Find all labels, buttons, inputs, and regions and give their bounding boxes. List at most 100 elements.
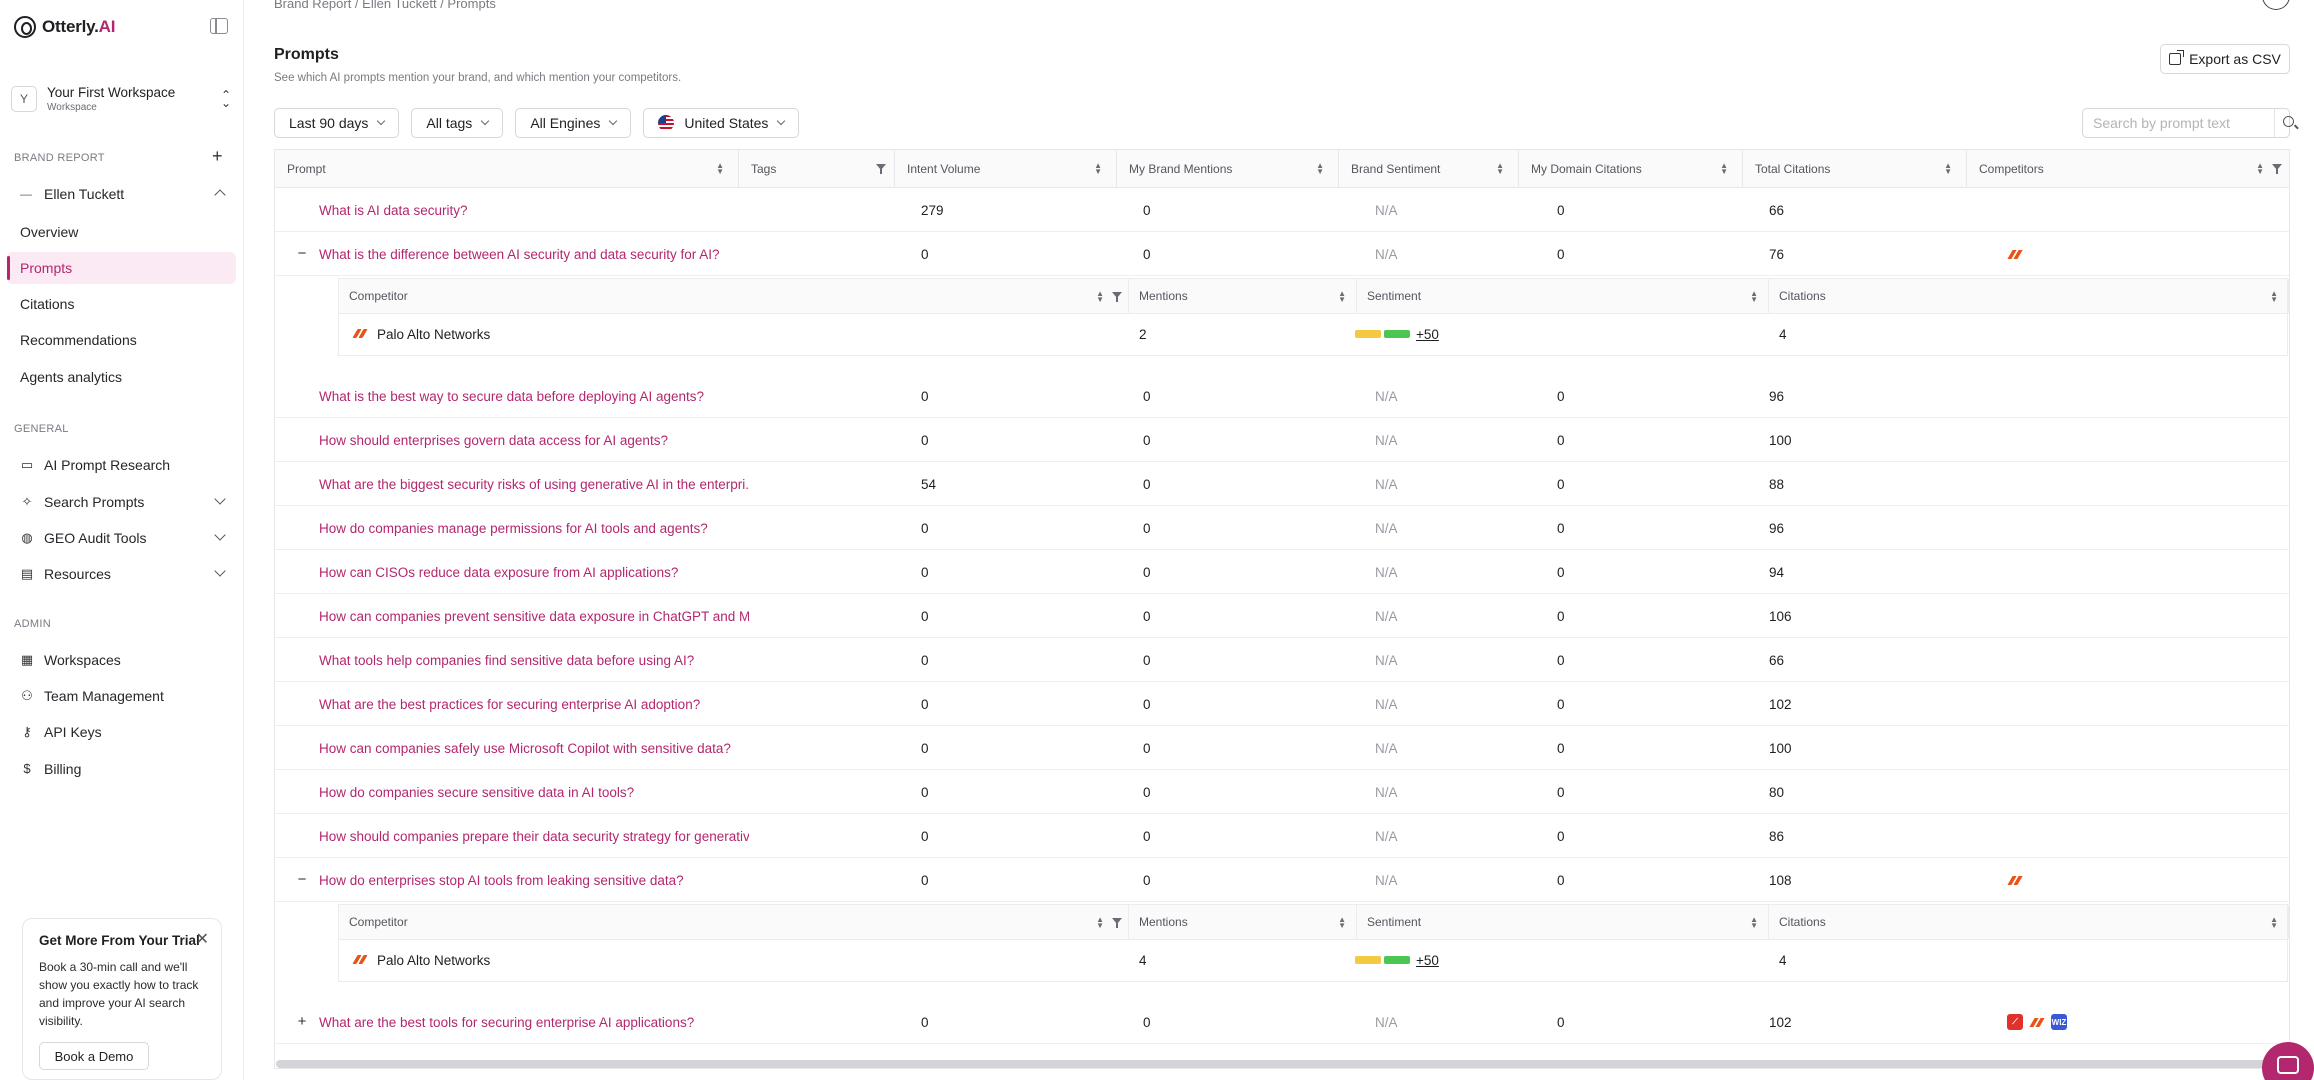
sidebar-item-brand[interactable]: — Ellen Tuckett [7,178,236,210]
filter-icon[interactable] [1112,292,1122,302]
book-demo-button[interactable]: Book a Demo [39,1042,149,1070]
prompt-link[interactable]: What is the best way to secure data befo… [319,388,704,404]
prompt-link[interactable]: What are the best practices for securing… [319,696,701,712]
sort-icon[interactable]: ▲ ▼ [716,161,724,176]
horizontal-scrollbar[interactable] [276,1060,2288,1068]
table-row[interactable]: What are the best practices for securing… [275,682,2289,726]
sentiment-score[interactable]: +50 [1416,952,1439,968]
sort-icon[interactable]: ▲ ▼ [1944,161,1952,176]
date-range-select[interactable]: Last 90 days [274,108,400,138]
sort-icon[interactable]: ▲ ▼ [1750,915,1758,930]
sort-icon[interactable]: ▲ ▼ [2256,161,2264,176]
sidebar-item-citations[interactable]: Citations [7,288,236,320]
table-row[interactable]: What are the biggest security risks of u… [275,462,2289,506]
sort-icon[interactable]: ▲ ▼ [1096,915,1104,930]
table-row[interactable]: What is AI data security? 279 0 N/A 0 66 [275,188,2289,232]
table-row[interactable]: How can CISOs reduce data exposure from … [275,550,2289,594]
search-icon[interactable] [2274,109,2294,137]
country-select[interactable]: United States [643,108,800,138]
expand-icon[interactable]: + [297,1013,307,1030]
subtable-column-header[interactable]: Mentions ▲ ▼ [1129,905,1357,939]
table-row[interactable]: − What is the difference between AI secur… [275,232,2289,276]
filter-icon[interactable] [876,164,886,174]
prompt-link[interactable]: What tools help companies find sensitive… [319,652,695,668]
collapse-icon[interactable]: − [297,245,307,262]
prompt-link[interactable]: How do companies manage permissions for … [319,520,708,536]
sort-icon[interactable]: ▲ ▼ [2270,915,2278,930]
table-row[interactable]: − How do enterprises stop AI tools from l… [275,858,2289,902]
filter-icon[interactable] [2272,164,2282,174]
column-header[interactable]: Intent Volume ▲ ▼ [895,150,1117,188]
table-row[interactable]: What tools help companies find sensitive… [275,638,2289,682]
table-row[interactable]: How should enterprises govern data acces… [275,418,2289,462]
sentiment-score[interactable]: +50 [1416,326,1439,342]
prompt-link[interactable]: What are the biggest security risks of u… [319,476,749,492]
sidebar-item-search-prompts[interactable]: ✧ Search Prompts [7,486,236,518]
table-row[interactable]: + What are the best tools for securing en… [275,1000,2289,1044]
sidebar-item-billing[interactable]: $ Billing [7,753,236,785]
sidebar-item-resources[interactable]: ▤ Resources [7,558,236,590]
sort-icon[interactable]: ▲ ▼ [1338,289,1346,304]
table-row[interactable]: How can companies prevent sensitive data… [275,594,2289,638]
engines-select[interactable]: All Engines [515,108,632,138]
competitor-red-logo-icon[interactable]: ⟋ [2007,1014,2023,1030]
sort-icon[interactable]: ▲ ▼ [1496,161,1504,176]
sidebar-item-recommendations[interactable]: Recommendations [7,324,236,356]
sort-icon[interactable]: ▲ ▼ [1096,289,1104,304]
table-row[interactable]: How can companies safely use Microsoft C… [275,726,2289,770]
table-row[interactable]: How do companies manage permissions for … [275,506,2289,550]
column-header[interactable]: Prompt ▲ ▼ [275,150,739,188]
sidebar-item-prompts[interactable]: Prompts [7,252,236,284]
add-brand-report-icon[interactable]: + [212,146,223,166]
prompt-link[interactable]: What is the difference between AI securi… [319,246,720,262]
prompt-link[interactable]: How should enterprises govern data acces… [319,432,668,448]
sidebar-item-agents-analytics[interactable]: Agents analytics [7,361,236,393]
subtable-column-header[interactable]: Citations ▲ ▼ [1769,905,2289,939]
competitor-row[interactable]: Palo Alto Networks 2 +50 4 [338,314,2288,356]
prompt-link[interactable]: How can companies safely use Microsoft C… [319,740,731,756]
sort-icon[interactable]: ▲ ▼ [1094,161,1102,176]
chat-icon[interactable] [2262,1042,2314,1080]
sidebar-item-overview[interactable]: Overview [7,216,236,248]
sort-icon[interactable]: ▲ ▼ [2270,289,2278,304]
sidebar-item-workspaces[interactable]: ▦ Workspaces [7,644,236,676]
breadcrumb[interactable]: Brand Report / Ellen Tuckett / Prompts [274,0,496,11]
column-header[interactable]: My Domain Citations ▲ ▼ [1519,150,1743,188]
tags-select[interactable]: All tags [411,108,504,138]
close-icon[interactable]: ✕ [195,931,209,948]
subtable-column-header[interactable]: Sentiment ▲ ▼ [1357,279,1769,313]
subtable-column-header[interactable]: Competitor ▲ ▼ [339,905,1129,939]
palo-alto-logo-icon[interactable] [2007,246,2023,262]
prompt-link[interactable]: How can companies prevent sensitive data… [319,608,749,624]
prompt-link[interactable]: How do enterprises stop AI tools from le… [319,872,684,888]
export-csv-button[interactable]: Export as CSV [2160,44,2290,74]
wiz-logo-icon[interactable]: WIZ [2051,1014,2067,1030]
column-header[interactable]: Competitors ▲ ▼ [1967,150,2289,188]
table-row[interactable]: How should companies prepare their data … [275,814,2289,858]
prompt-link[interactable]: How do companies secure sensitive data i… [319,784,635,800]
prompt-link[interactable]: What is AI data security? [319,202,468,218]
palo-alto-logo-icon[interactable] [2029,1014,2045,1030]
column-header[interactable]: My Brand Mentions ▲ ▼ [1117,150,1339,188]
subtable-column-header[interactable]: Citations ▲ ▼ [1769,279,2289,313]
column-header[interactable]: Brand Sentiment ▲ ▼ [1339,150,1519,188]
sort-icon[interactable]: ▲ ▼ [1750,289,1758,304]
user-avatar-icon[interactable] [2262,0,2290,10]
column-header[interactable]: Tags [739,150,895,188]
search-input[interactable] [2083,109,2274,137]
sort-icon[interactable]: ▲ ▼ [1338,915,1346,930]
logo[interactable]: Otterly.AI [14,16,115,38]
sidebar-item-geo-audit-tools[interactable]: ◍ GEO Audit Tools [7,522,236,554]
collapse-icon[interactable]: − [297,871,307,888]
subtable-column-header[interactable]: Sentiment ▲ ▼ [1357,905,1769,939]
subtable-column-header[interactable]: Competitor ▲ ▼ [339,279,1129,313]
table-row[interactable]: What is the best way to secure data befo… [275,374,2289,418]
sidebar-item-ai-prompt-research[interactable]: ▭ AI Prompt Research [7,449,236,481]
table-row[interactable]: How do companies secure sensitive data i… [275,770,2289,814]
subtable-column-header[interactable]: Mentions ▲ ▼ [1129,279,1357,313]
column-header[interactable]: Total Citations ▲ ▼ [1743,150,1967,188]
sidebar-item-api-keys[interactable]: ⚷ API Keys [7,716,236,748]
prompt-link[interactable]: How can CISOs reduce data exposure from … [319,564,679,580]
sort-icon[interactable]: ▲ ▼ [1316,161,1324,176]
competitor-row[interactable]: Palo Alto Networks 4 +50 4 [338,940,2288,982]
